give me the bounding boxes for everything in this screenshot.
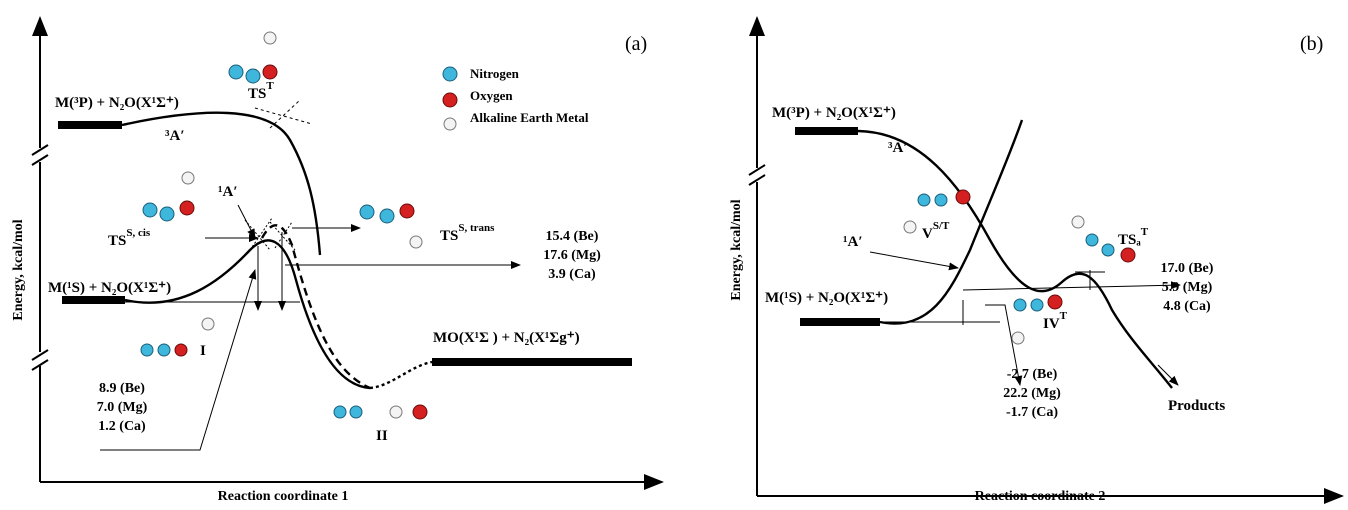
label-text: Products <box>1168 398 1225 414</box>
state-label: ³A′ <box>888 140 908 156</box>
state-label: II <box>376 428 388 444</box>
label-superscript: T <box>1060 310 1068 322</box>
label-text: IV <box>1043 316 1060 332</box>
energy-value: 22.2 (Mg) <box>1003 386 1061 401</box>
label-text: ³A′ <box>888 140 908 156</box>
label-superscript: S, trans <box>458 222 495 234</box>
energy-value: 15.4 (Be) <box>546 229 599 244</box>
legend-label: Alkaline Earth Metal <box>470 110 589 125</box>
label-text: M(¹S) + N₂O(X¹Σ⁺) <box>765 290 888 306</box>
label-superscript: S, cis <box>126 227 151 239</box>
energy-value: 5.9 (Mg) <box>1162 280 1213 295</box>
legend-label: Nitrogen <box>470 66 520 81</box>
state-label: ¹A′ <box>218 184 238 200</box>
label-text: TSₐ <box>1118 232 1141 248</box>
label-text: TS <box>248 86 266 102</box>
state-label: TSS, trans <box>440 222 495 244</box>
energy-value: 3.9 (Ca) <box>548 267 596 282</box>
label-text: TS <box>108 233 126 249</box>
energy-value: 1.2 (Ca) <box>98 419 146 434</box>
energy-value: 17.6 (Mg) <box>543 248 601 263</box>
label-text: ³A′ <box>165 128 185 144</box>
label-text: ¹A′ <box>218 184 238 200</box>
label-text: M(³P) + N₂O(X¹Σ⁺) <box>55 95 179 111</box>
energy-value: 17.0 (Be) <box>1161 261 1214 276</box>
state-label: IVT <box>1043 310 1068 332</box>
state-label: M(³P) + N₂O(X¹Σ⁺) <box>55 95 179 111</box>
panel-a-molecules <box>141 32 457 419</box>
y-axis-label: Energy, kcal/mol <box>729 199 744 300</box>
state-label: VS/T <box>922 220 950 242</box>
panel-b-molecules <box>904 190 1135 344</box>
label-superscript: T <box>1141 226 1149 238</box>
energy-value: 8.9 (Be) <box>99 381 145 396</box>
y-axis-label: Energy, kcal/mol <box>11 219 26 320</box>
label-superscript: T <box>266 80 274 92</box>
label-text: II <box>376 428 388 444</box>
energy-value: 7.0 (Mg) <box>97 400 148 415</box>
state-label: MO(X¹Σ ) + N₂(X¹Σg⁺) <box>433 330 580 346</box>
x-axis-label: Reaction coordinate 1 <box>218 489 349 504</box>
state-label: M(¹S) + N₂O(X¹Σ⁺) <box>765 290 888 306</box>
panel-a-curves <box>58 100 632 450</box>
legend-label: Oxygen <box>470 88 513 103</box>
label-text: M(³P) + N₂O(X¹Σ⁺) <box>772 105 896 121</box>
label-text: ¹A′ <box>843 234 863 250</box>
state-label: M(¹S) + N₂O(X¹Σ⁺) <box>48 280 171 296</box>
state-label: I <box>200 343 206 359</box>
label-text: I <box>200 343 206 359</box>
panel-label: (b) <box>1300 33 1323 55</box>
label-text: V <box>922 226 933 242</box>
panel-b-axes <box>749 18 1342 496</box>
energy-value: -2.7 (Be) <box>1007 367 1058 382</box>
panel-label: (a) <box>625 33 647 55</box>
state-label: ¹A′ <box>843 234 863 250</box>
x-axis-label: Reaction coordinate 2 <box>975 489 1106 504</box>
label-text: TS <box>440 228 458 244</box>
state-label: M(³P) + N₂O(X¹Σ⁺) <box>772 105 896 121</box>
state-label: TSₐT <box>1118 226 1149 248</box>
label-text: MO(X¹Σ ) + N₂(X¹Σg⁺) <box>433 330 580 346</box>
energy-value: -1.7 (Ca) <box>1006 405 1058 420</box>
label-text: M(¹S) + N₂O(X¹Σ⁺) <box>48 280 171 296</box>
label-superscript: S/T <box>933 220 950 232</box>
state-label: ³A′ <box>165 128 185 144</box>
state-label: Products <box>1168 398 1225 414</box>
figure: (a) Reaction coordinate 1 Energy, kcal/mol… <box>0 0 1348 510</box>
state-label: TSS, cis <box>108 227 151 249</box>
energy-value: 4.8 (Ca) <box>1163 299 1211 314</box>
